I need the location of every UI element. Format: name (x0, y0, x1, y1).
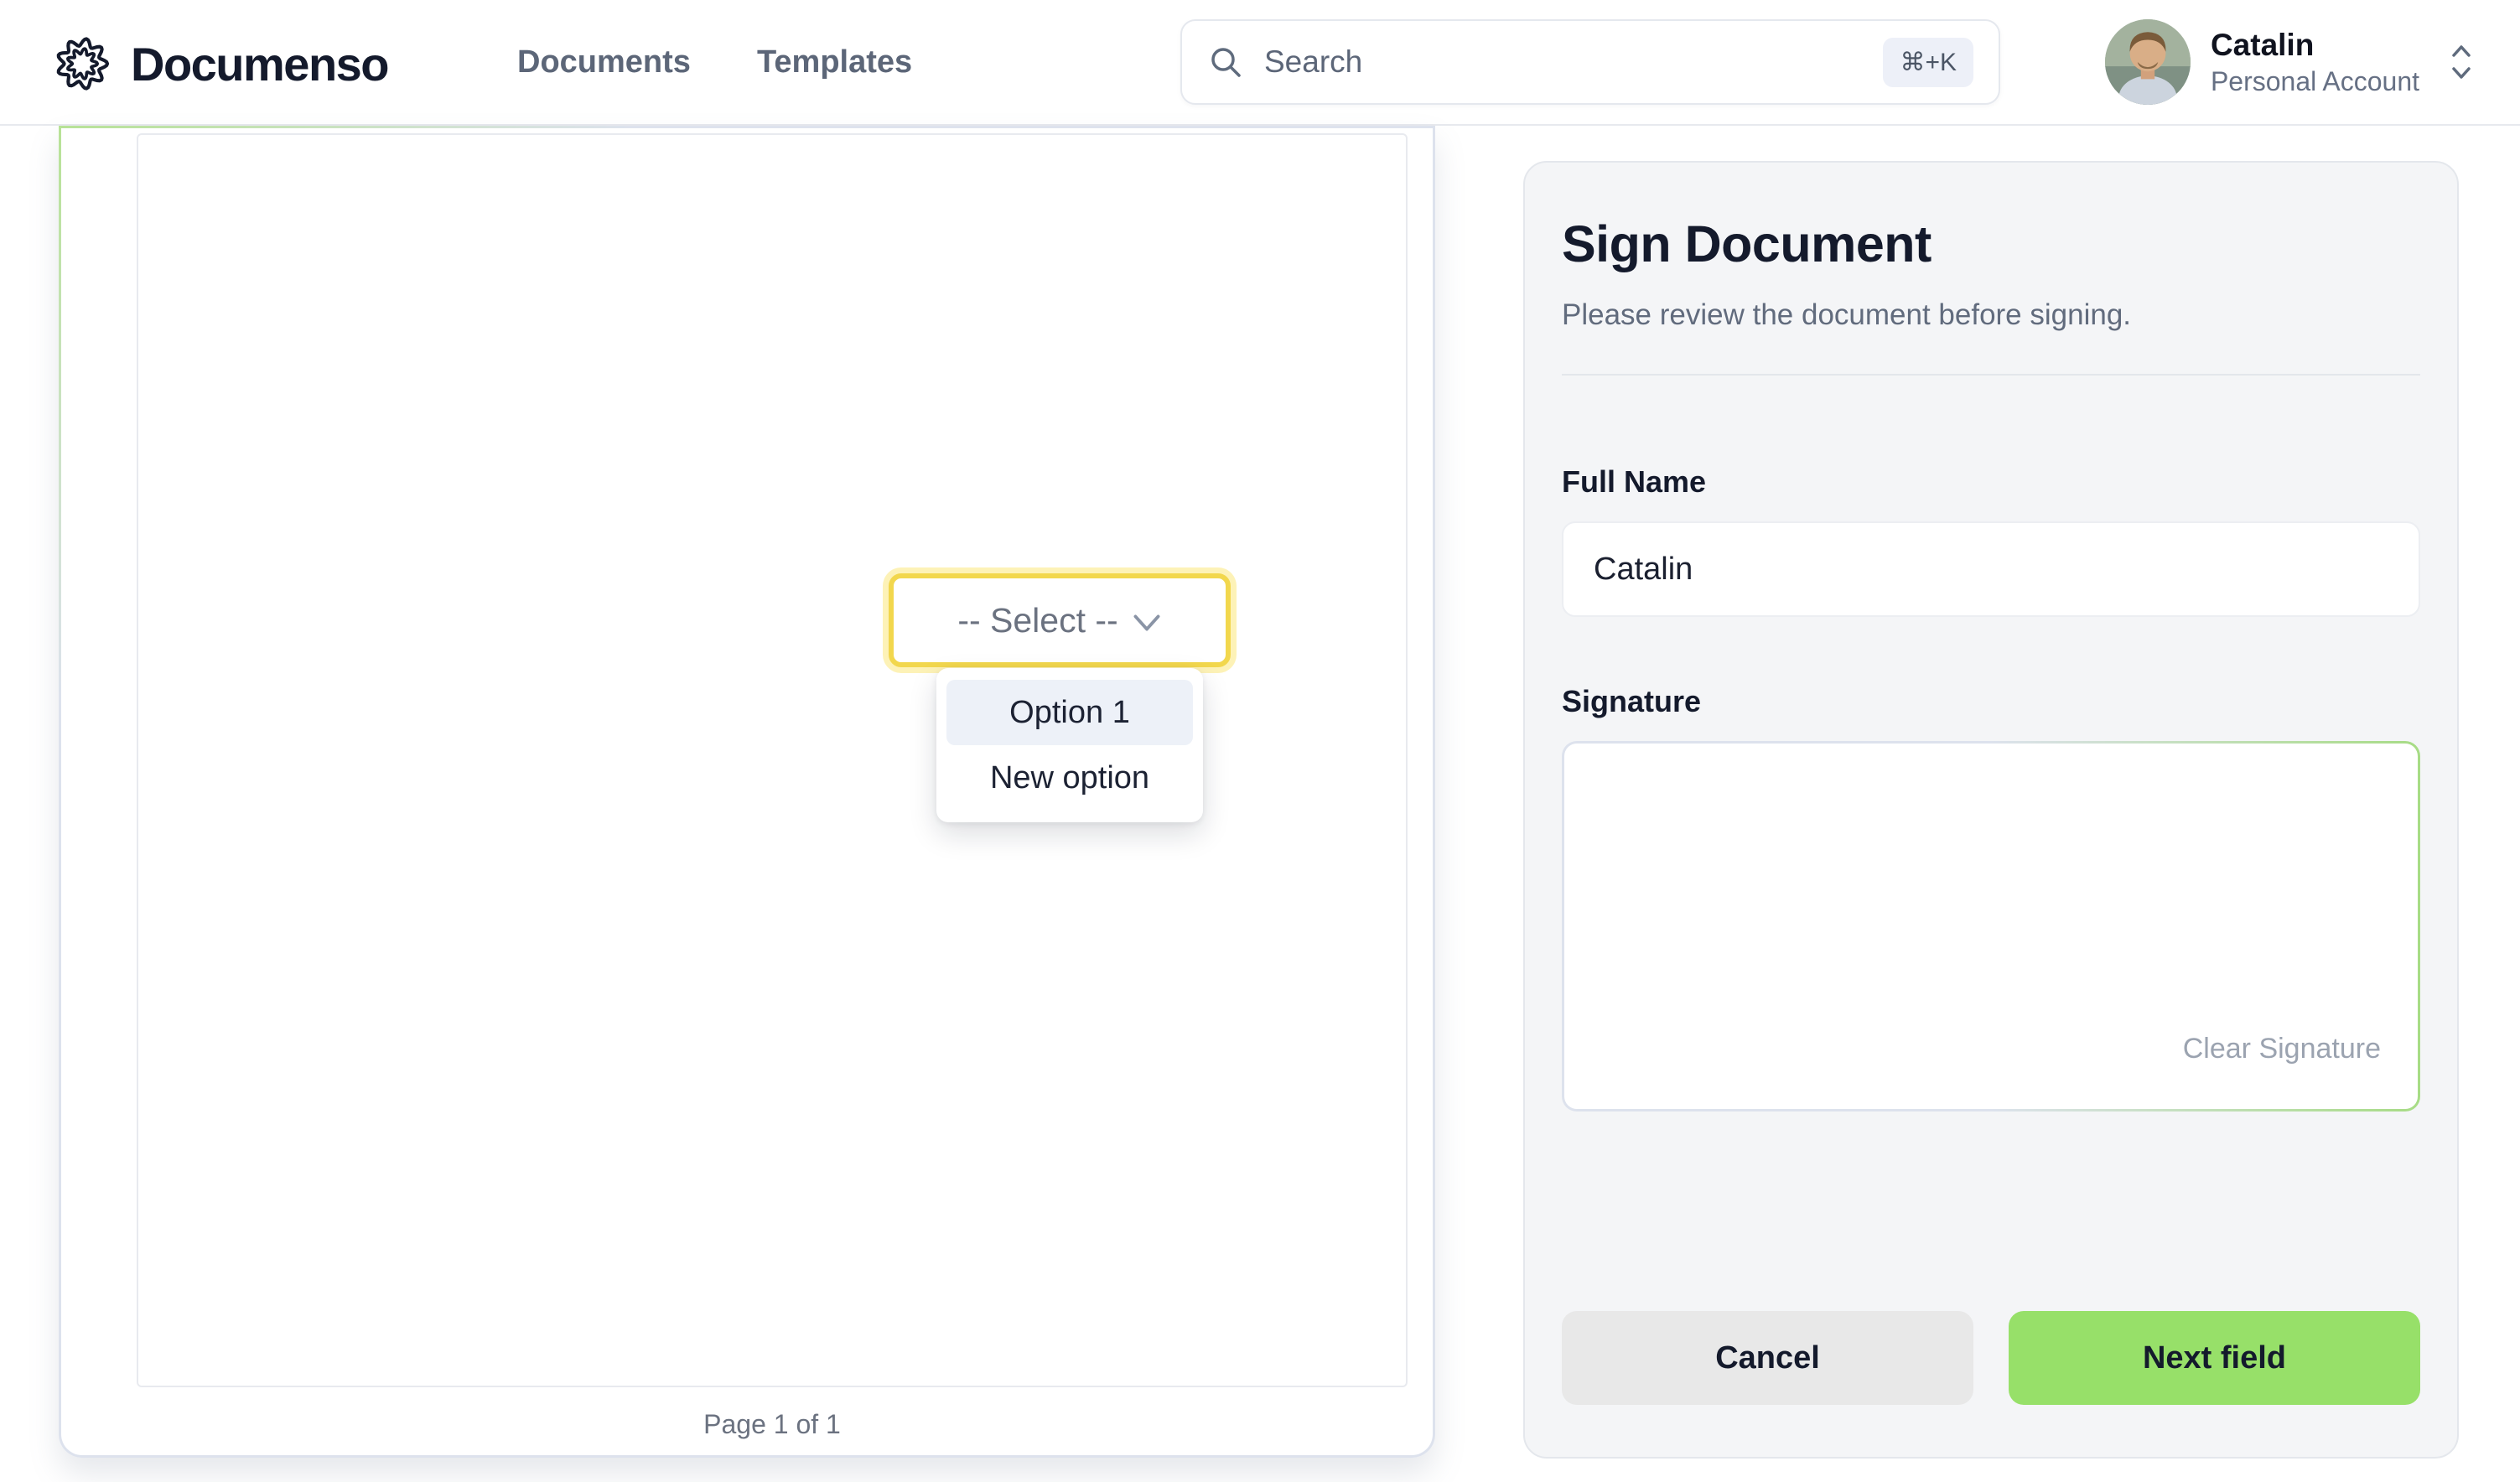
top-header: Documenso Documents Templates ⌘+K Catali… (0, 0, 2520, 126)
nav-documents[interactable]: Documents (517, 44, 691, 80)
dropdown-option-new[interactable]: New option (989, 759, 1150, 795)
full-name-input[interactable] (1562, 521, 2420, 617)
account-type: Personal Account (2210, 66, 2419, 96)
page-indicator: Page 1 of 1 (703, 1409, 841, 1439)
search-bar[interactable]: ⌘+K (1180, 19, 2000, 105)
sign-document-panel: Sign Document Please review the document… (1523, 161, 2459, 1459)
avatar (2104, 19, 2191, 105)
chevron-down-icon (1133, 614, 1160, 631)
documenso-logo[interactable]: Documenso (52, 34, 390, 94)
brand-name: Documenso (131, 37, 390, 91)
nav-templates[interactable]: Templates (757, 44, 913, 80)
next-field-button[interactable]: Next field (2009, 1311, 2420, 1405)
panel-title: Sign Document (1562, 215, 1931, 272)
divider (1562, 374, 2420, 376)
panel-subtitle: Please review the document before signin… (1562, 298, 2132, 331)
signature-label: Signature (1562, 684, 1702, 718)
full-name-label: Full Name (1562, 464, 1707, 499)
account-name: Catalin (2210, 28, 2315, 62)
select-field-value: -- Select -- (957, 600, 1118, 640)
document-select-field[interactable]: -- Select -- (883, 567, 1237, 673)
panel-actions: Cancel Next field (1562, 1311, 2420, 1405)
cancel-button[interactable]: Cancel (1562, 1311, 1973, 1405)
signature-pad[interactable]: Clear Signature (1564, 744, 2418, 1109)
select-dropdown-menu: Option 1 New option (936, 668, 1203, 822)
search-icon (1211, 48, 1241, 77)
dropdown-option-1[interactable]: Option 1 (946, 680, 1193, 745)
account-menu[interactable]: Catalin Personal Account (2104, 18, 2478, 106)
search-input[interactable] (1264, 44, 1884, 80)
chevron-up-down-icon (2452, 45, 2471, 79)
document-card: Page 1 of 1 -- Select -- Option 1 New op… (59, 126, 1435, 1458)
account-labels: Catalin Personal Account (2211, 26, 2419, 98)
documenso-rosette-icon (56, 37, 110, 91)
search-shortcut-badge: ⌘+K (1883, 37, 1973, 87)
clear-signature-button[interactable]: Clear Signature (2182, 1033, 2381, 1065)
signature-pad-border: Clear Signature (1562, 741, 2420, 1112)
pdf-page (137, 133, 1408, 1387)
